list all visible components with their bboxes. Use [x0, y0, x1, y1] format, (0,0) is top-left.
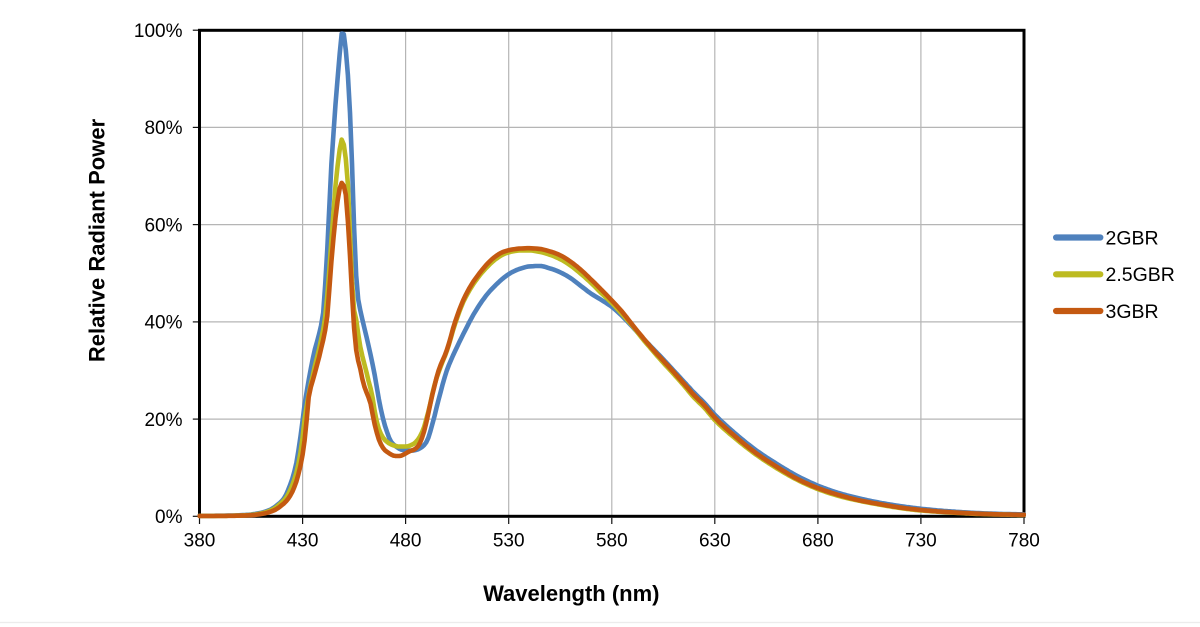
svg-text:60%: 60% [144, 215, 182, 236]
svg-text:380: 380 [184, 531, 216, 552]
svg-text:580: 580 [596, 531, 628, 552]
svg-text:40%: 40% [144, 313, 182, 334]
svg-text:3GBR: 3GBR [1106, 301, 1159, 323]
svg-text:0%: 0% [155, 507, 183, 528]
svg-text:630: 630 [699, 531, 731, 552]
svg-text:100%: 100% [134, 21, 183, 42]
svg-text:20%: 20% [144, 410, 182, 431]
svg-text:780: 780 [1008, 531, 1040, 552]
svg-text:680: 680 [802, 531, 834, 552]
svg-text:2.5GBR: 2.5GBR [1106, 264, 1175, 286]
svg-text:80%: 80% [144, 118, 182, 139]
svg-text:430: 430 [287, 531, 319, 552]
svg-text:730: 730 [905, 531, 937, 552]
svg-text:480: 480 [390, 531, 422, 552]
svg-text:530: 530 [493, 531, 525, 552]
svg-text:2GBR: 2GBR [1106, 227, 1159, 249]
svg-text:Relative Radiant Power: Relative Radiant Power [85, 118, 110, 362]
svg-text:Wavelength (nm): Wavelength (nm) [483, 581, 659, 606]
